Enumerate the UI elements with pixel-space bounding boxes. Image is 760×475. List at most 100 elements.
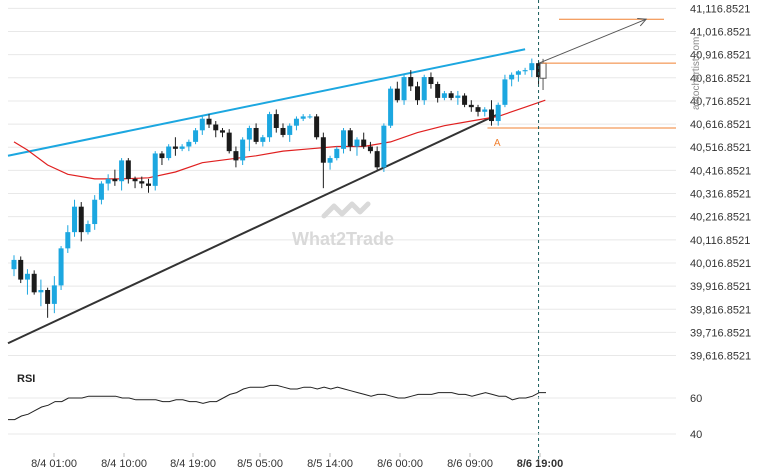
candle-body: [179, 146, 185, 149]
price-axis: 41,116.8521 41,016.8521 40,916.8521 40,816.…: [690, 3, 751, 362]
candle-body: [240, 139, 246, 161]
candle-body: [186, 141, 192, 147]
candle-body: [462, 95, 468, 105]
watermark-logo: What2Trade: [292, 201, 394, 249]
rsi-tick-label: 60: [690, 393, 702, 405]
price-tick-label: 41,116.8521: [690, 3, 750, 15]
price-tick-label: 39,616.8521: [690, 351, 751, 363]
candle-body: [536, 63, 542, 78]
candle-body: [367, 146, 373, 152]
price-grid: [8, 7, 676, 357]
candle-body: [280, 127, 286, 135]
candle-body: [428, 77, 434, 85]
candle-body: [388, 88, 394, 126]
candle-body: [341, 130, 347, 149]
candle-body: [65, 232, 71, 249]
candle-body: [455, 95, 461, 98]
price-tick-label: 40,716.8521: [690, 96, 751, 108]
candlestick-series: [11, 58, 547, 318]
candle-body: [488, 109, 494, 122]
candle-body: [146, 183, 151, 186]
time-tick-label: 8/6 00:00: [377, 458, 423, 470]
rsi-line: [8, 384, 546, 421]
watermark-text: What2Trade: [292, 229, 394, 249]
price-tick-label: 40,816.8521: [690, 73, 751, 85]
candle-body: [119, 160, 125, 182]
candle-body: [307, 116, 313, 118]
candle-body: [92, 199, 98, 225]
candle-body: [314, 116, 320, 138]
candle-body: [421, 77, 427, 101]
time-tick-label: 8/5 14:00: [307, 458, 353, 470]
candle-body: [448, 93, 454, 98]
candle-body: [193, 130, 199, 142]
rsi-panel: 60 40: [8, 384, 702, 441]
candle-body: [233, 151, 239, 161]
candle-body: [152, 153, 158, 186]
candle-body: [347, 130, 353, 147]
price-tick-label: 39,916.8521: [690, 281, 751, 293]
lower-trendline: [7, 113, 499, 345]
candle-body: [273, 114, 279, 128]
candle-body: [132, 178, 138, 182]
price-tick-label: 40,016.8521: [690, 258, 751, 270]
candle-body: [166, 146, 172, 159]
rsi-tick-label: 40: [690, 429, 702, 441]
candle-body: [267, 114, 273, 138]
candle-body: [522, 70, 528, 72]
candle-body: [401, 77, 407, 101]
time-tick-label: 8/4 01:00: [31, 458, 77, 470]
projection-arrow-head-icon: [637, 18, 648, 27]
candle-body: [515, 71, 521, 75]
candle-body: [415, 86, 420, 101]
rsi-title: RSI: [17, 373, 35, 385]
time-tick-label: 8/6 19:00: [517, 458, 563, 470]
price-tick-label: 41,016.8521: [690, 27, 751, 39]
time-tick-label: 8/4 10:00: [101, 458, 147, 470]
price-tick-label: 40,316.8521: [690, 189, 751, 201]
candle-body: [482, 109, 488, 112]
candle-body: [139, 181, 145, 184]
candle-body: [58, 248, 64, 286]
candle-body: [300, 116, 306, 119]
candle-body: [502, 79, 508, 105]
price-tick-label: 40,116.8521: [690, 235, 750, 247]
candle-body: [213, 124, 219, 131]
breakout-marker-label: A: [494, 138, 501, 149]
price-tick-label: 40,416.8521: [690, 165, 751, 177]
candle-body: [327, 158, 333, 163]
candle-body: [172, 146, 178, 149]
candle-body: [72, 206, 78, 233]
price-tick-label: 39,716.8521: [690, 327, 751, 339]
candle-body: [112, 178, 118, 182]
candle-body: [408, 77, 414, 87]
candle-body: [85, 224, 91, 233]
candle-body: [320, 137, 326, 163]
candle-body: [260, 137, 266, 142]
candle-body: [78, 206, 84, 233]
candle-body: [509, 74, 515, 80]
candle-body: [253, 127, 259, 142]
price-tick-label: 40,916.8521: [690, 50, 751, 62]
price-tick-label: 40,616.8521: [690, 119, 751, 131]
source-watermark: autochartist.com: [691, 37, 702, 110]
candle-body: [334, 148, 340, 159]
candle-body: [38, 290, 44, 293]
moving-average-line: [13, 99, 546, 180]
projection-arrow-line: [538, 18, 647, 64]
candle-body: [475, 107, 481, 112]
candle-body: [441, 93, 447, 98]
candle-body: [45, 290, 51, 304]
upper-trendline: [7, 48, 526, 157]
time-tick-label: 8/4 19:00: [170, 458, 216, 470]
candle-body: [354, 139, 360, 147]
candle-body: [199, 118, 205, 131]
watermark-wave-icon: [321, 201, 371, 219]
candle-body: [529, 63, 535, 71]
candle-body: [24, 273, 30, 280]
candle-body: [293, 118, 299, 126]
candle-body: [105, 178, 111, 184]
candle-body: [468, 104, 474, 108]
candle-body: [31, 273, 37, 293]
